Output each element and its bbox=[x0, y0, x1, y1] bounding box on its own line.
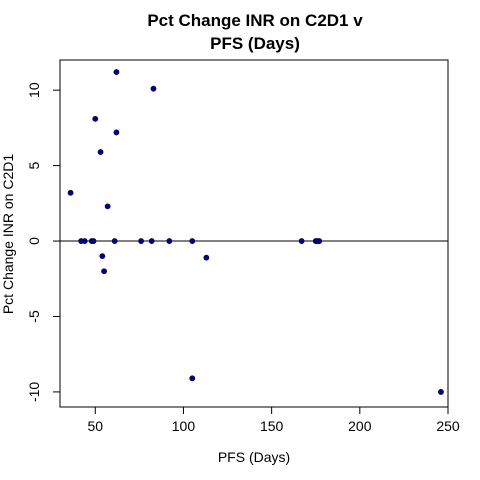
data-point bbox=[438, 389, 443, 394]
data-point bbox=[151, 86, 156, 91]
data-point bbox=[93, 116, 98, 121]
x-tick-label: 150 bbox=[260, 418, 284, 434]
x-tick-label: 200 bbox=[348, 418, 372, 434]
data-point bbox=[101, 269, 106, 274]
data-point bbox=[149, 238, 154, 243]
data-point bbox=[100, 254, 105, 259]
data-point bbox=[114, 130, 119, 135]
y-tick-label: -10 bbox=[26, 382, 42, 402]
data-point bbox=[299, 238, 304, 243]
data-point bbox=[204, 255, 209, 260]
data-point bbox=[317, 238, 322, 243]
x-tick-label: 250 bbox=[436, 418, 460, 434]
data-point bbox=[190, 376, 195, 381]
x-axis-label: PFS (Days) bbox=[218, 449, 290, 465]
data-point bbox=[139, 238, 144, 243]
data-point bbox=[105, 204, 110, 209]
data-point bbox=[167, 238, 172, 243]
x-tick-label: 50 bbox=[87, 418, 103, 434]
y-tick-label: 5 bbox=[26, 162, 42, 170]
data-point bbox=[190, 238, 195, 243]
x-tick-label: 100 bbox=[172, 418, 196, 434]
chart-title-line-2: PFS (Days) bbox=[210, 34, 300, 53]
y-tick-label: 0 bbox=[26, 237, 42, 245]
data-point bbox=[112, 238, 117, 243]
y-tick-label: -5 bbox=[26, 310, 42, 323]
y-tick-label: 10 bbox=[26, 82, 42, 98]
y-axis-label: Pct Change INR on C2D1 bbox=[0, 154, 16, 315]
data-point bbox=[114, 69, 119, 74]
data-point bbox=[91, 238, 96, 243]
data-point bbox=[82, 238, 87, 243]
chart-title-line-1: Pct Change INR on C2D1 v bbox=[147, 11, 363, 30]
data-point bbox=[68, 190, 73, 195]
data-point bbox=[98, 149, 103, 154]
